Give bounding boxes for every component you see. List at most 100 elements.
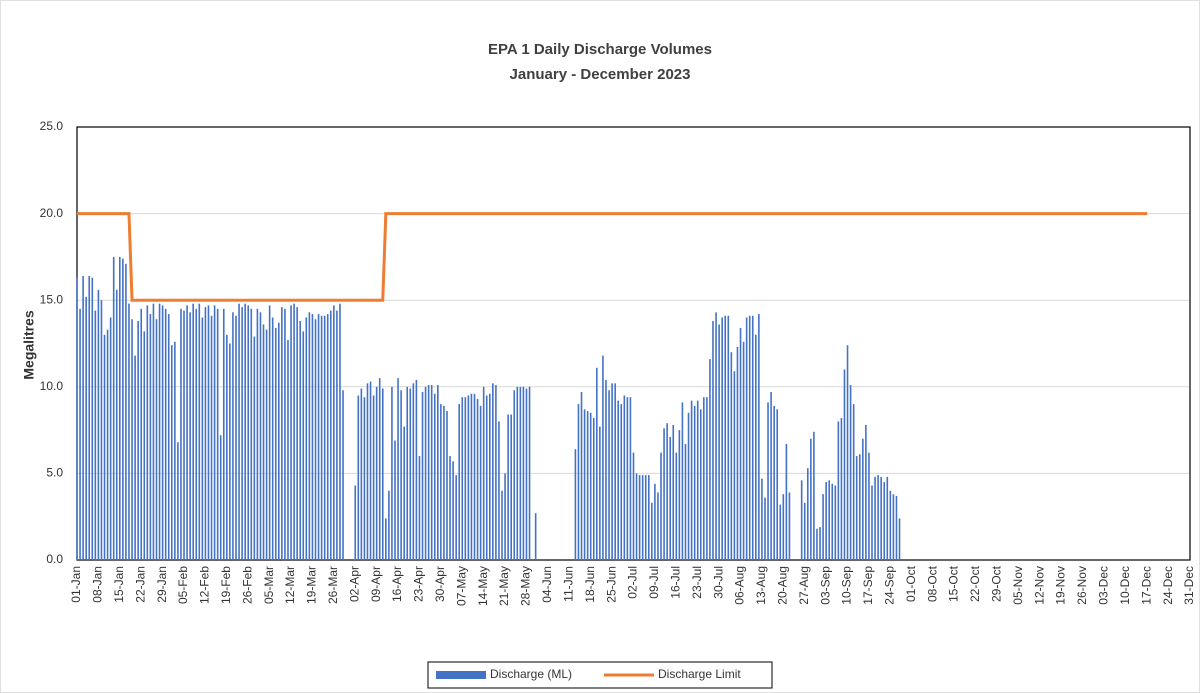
bar: [684, 443, 687, 560]
bar: [739, 327, 742, 560]
bar: [155, 319, 158, 560]
bar: [736, 346, 739, 560]
bar: [785, 443, 788, 560]
bar: [788, 492, 791, 560]
bar: [614, 383, 616, 560]
bar: [274, 327, 277, 560]
bar: [828, 480, 830, 560]
bar: [886, 476, 889, 560]
x-tick-label: 08-Jan: [91, 566, 105, 603]
bar: [709, 359, 711, 560]
legend-label: Discharge (ML): [490, 667, 572, 681]
bar: [122, 258, 124, 560]
bar: [326, 314, 329, 560]
x-tick-label: 07-May: [454, 566, 468, 606]
bar: [831, 483, 834, 560]
bar: [724, 315, 727, 560]
x-tick-label: 28-May: [519, 566, 533, 606]
bar: [712, 320, 714, 560]
bar: [394, 440, 396, 560]
bar: [608, 390, 610, 560]
bar: [877, 475, 879, 560]
bar: [140, 308, 143, 560]
bar: [862, 438, 864, 560]
bar: [238, 303, 240, 560]
bar: [296, 307, 298, 560]
bar: [372, 395, 375, 560]
x-tick-label: 19-Mar: [305, 566, 319, 604]
bar: [259, 312, 262, 560]
x-tick-label: 17-Sep: [861, 566, 875, 605]
bar: [409, 388, 412, 560]
bar: [528, 386, 531, 560]
x-tick-label: 15-Oct: [947, 565, 961, 602]
bar: [706, 397, 708, 560]
bar: [583, 409, 586, 560]
bar: [388, 490, 390, 560]
bar: [589, 412, 592, 560]
bar: [103, 334, 106, 560]
bar: [455, 475, 457, 560]
y-tick-label: 0.0: [46, 552, 63, 566]
chart-subtitle: January - December 2023: [510, 66, 691, 83]
bar: [284, 308, 286, 560]
bar: [256, 308, 259, 560]
bar: [265, 329, 268, 560]
bar: [311, 314, 314, 560]
bar: [400, 390, 402, 560]
x-tick-label: 30-Jul: [711, 566, 725, 599]
bar: [278, 322, 280, 560]
bar: [149, 314, 152, 560]
bar: [626, 397, 629, 560]
bar: [333, 305, 335, 560]
bar: [363, 397, 366, 560]
bar: [800, 480, 803, 560]
bar: [623, 395, 626, 560]
bar: [161, 305, 164, 560]
bar: [397, 378, 399, 560]
x-tick-label: 03-Dec: [1097, 566, 1111, 605]
bar: [822, 494, 824, 560]
bar: [635, 473, 638, 560]
x-tick-label: 05-Feb: [176, 566, 190, 604]
bar: [647, 475, 650, 560]
bar: [131, 319, 133, 560]
bar: [219, 435, 222, 560]
bar: [119, 256, 121, 560]
bar: [632, 452, 635, 560]
bar: [100, 300, 103, 560]
legend-label: Discharge Limit: [658, 667, 741, 681]
x-tick-label: 05-Nov: [1011, 566, 1025, 605]
bar: [507, 414, 509, 560]
bar: [895, 495, 898, 560]
x-tick-label: 08-Oct: [925, 565, 939, 602]
bar: [742, 341, 745, 560]
bar: [143, 331, 146, 560]
bar: [329, 310, 332, 560]
bar: [651, 502, 653, 560]
bar: [479, 405, 482, 560]
bar: [418, 456, 421, 560]
bar: [767, 402, 769, 560]
bar: [675, 452, 678, 560]
bar: [577, 404, 580, 560]
bar: [314, 319, 317, 560]
bar: [770, 391, 772, 560]
bar: [449, 456, 451, 560]
bar: [865, 424, 867, 560]
bar: [470, 393, 473, 560]
bar: [690, 400, 693, 560]
bar: [210, 315, 213, 560]
x-tick-label: 23-Jul: [690, 566, 704, 599]
bar: [467, 395, 470, 560]
bar: [115, 289, 118, 560]
bar: [424, 386, 427, 560]
bar: [253, 336, 256, 560]
bar: [666, 423, 668, 560]
bar: [241, 307, 243, 560]
bar: [602, 355, 604, 560]
bar: [235, 315, 237, 560]
bar: [268, 305, 271, 560]
bar: [207, 305, 210, 560]
